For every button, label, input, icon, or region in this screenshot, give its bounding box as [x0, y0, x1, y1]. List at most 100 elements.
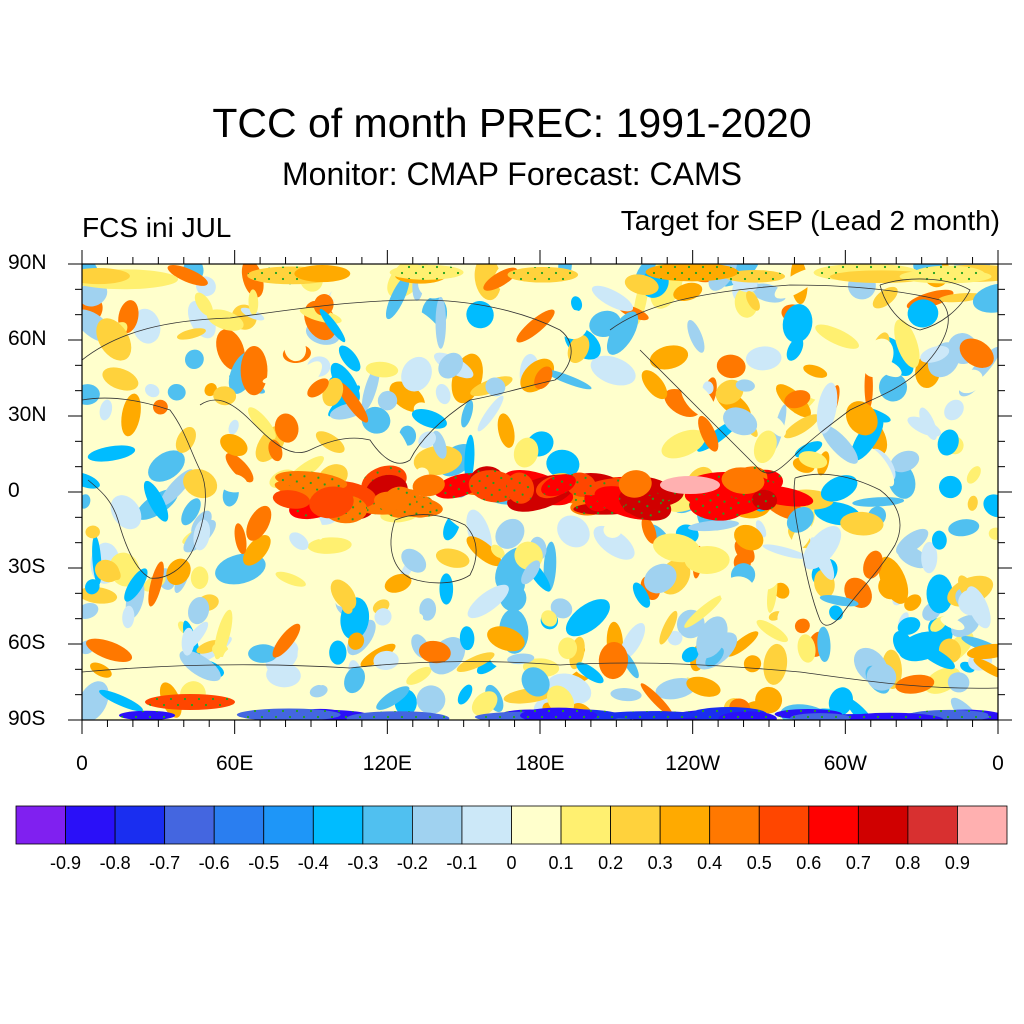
field-patch	[938, 292, 983, 303]
field-patch	[212, 643, 229, 657]
field-patch	[786, 506, 814, 533]
field-patch	[959, 338, 994, 368]
field-patch	[784, 390, 811, 409]
field-patch	[688, 520, 739, 532]
colorbar-label: -0.7	[149, 853, 181, 873]
field-patch	[593, 525, 635, 560]
field-patch	[558, 637, 578, 660]
field-patch	[890, 450, 920, 473]
field-patch	[439, 573, 454, 605]
field-patch	[773, 582, 790, 599]
field-patch	[505, 574, 525, 596]
field-patch	[289, 532, 309, 550]
field-patch	[931, 530, 947, 550]
field-patch	[96, 318, 132, 361]
field-patch	[759, 561, 782, 590]
field-patch	[490, 544, 505, 559]
field-patch	[348, 632, 365, 650]
field-patch	[723, 407, 758, 436]
significance-stipple	[145, 694, 235, 710]
field-patch	[782, 304, 813, 343]
field-patch	[687, 319, 705, 353]
coastline-africa	[82, 397, 206, 579]
significance-stipple	[541, 474, 576, 497]
field-patch	[918, 644, 955, 670]
longitude-label: 60W	[823, 752, 867, 775]
field-patch	[907, 299, 939, 328]
field-patch	[576, 662, 604, 684]
latitude-label: 60S	[8, 631, 46, 654]
field-patch	[94, 559, 120, 583]
field-patch	[591, 285, 634, 312]
field-patch	[624, 274, 659, 296]
field-patch	[234, 523, 247, 555]
field-patch	[275, 571, 306, 587]
field-patch	[329, 640, 347, 665]
field-patch	[786, 337, 804, 361]
field-patch	[456, 652, 495, 672]
colorbar-label: 0.9	[944, 853, 970, 873]
field-patch	[471, 691, 498, 716]
field-patch	[774, 268, 820, 299]
colorbar-swatch	[560, 805, 611, 845]
latitude-label: 30S	[8, 555, 46, 578]
field-patch	[798, 451, 828, 469]
field-patch	[495, 518, 525, 549]
field-patch	[755, 686, 783, 714]
colorbar-label: 0.7	[845, 853, 871, 873]
significance-stipple	[409, 502, 434, 518]
significance-stipple	[718, 711, 777, 720]
latitude-label: 90S	[8, 707, 46, 730]
field-patch	[640, 683, 674, 718]
field-patch	[148, 450, 185, 482]
field-patch	[85, 525, 100, 539]
field-patch	[983, 494, 998, 518]
field-patch	[590, 355, 636, 386]
coastline-europe-asia	[82, 299, 572, 464]
field-patch	[521, 560, 541, 585]
colorbar	[15, 805, 1008, 845]
latitude-label: 90N	[8, 251, 47, 274]
field-patch	[798, 378, 829, 401]
field-patch	[819, 595, 859, 607]
field-patch	[294, 265, 351, 283]
field-patch	[309, 486, 354, 519]
colorbar-label: 0.1	[548, 853, 574, 873]
field-patch	[183, 469, 218, 499]
field-patch	[438, 352, 463, 379]
significance-stipple	[911, 265, 986, 284]
field-patch	[297, 642, 331, 686]
field-patch	[102, 367, 139, 391]
field-patch	[947, 672, 970, 693]
figure-title: TCC of month PREC: 1991-2020	[212, 100, 812, 146]
field-patch	[904, 594, 922, 611]
correlation-field	[82, 264, 998, 720]
field-patch	[124, 568, 148, 602]
field-patch	[988, 527, 998, 540]
colorbar-swatch	[857, 805, 909, 845]
field-patch	[746, 291, 760, 311]
field-patch	[716, 354, 746, 379]
field-patch	[82, 471, 100, 489]
field-patch	[802, 525, 842, 570]
field-patch	[550, 598, 573, 619]
colorbar-label: 0.6	[796, 853, 822, 873]
field-patch	[435, 296, 446, 349]
field-patch	[176, 328, 206, 340]
field-patch	[767, 415, 786, 437]
field-patch	[541, 610, 558, 627]
significance-stipple	[790, 713, 851, 720]
latitude-label: 30N	[8, 403, 47, 426]
field-patch	[401, 356, 432, 392]
field-patch	[763, 643, 788, 685]
longitude-label: 120W	[665, 752, 721, 775]
field-patch	[907, 416, 942, 437]
field-patch	[175, 426, 196, 453]
field-patch	[222, 646, 246, 670]
field-patch	[863, 550, 883, 579]
field-patch	[696, 616, 728, 659]
colorbar-swatch	[957, 805, 1008, 845]
field-patch	[557, 515, 590, 548]
field-patch	[862, 338, 894, 378]
field-patch	[188, 597, 210, 625]
